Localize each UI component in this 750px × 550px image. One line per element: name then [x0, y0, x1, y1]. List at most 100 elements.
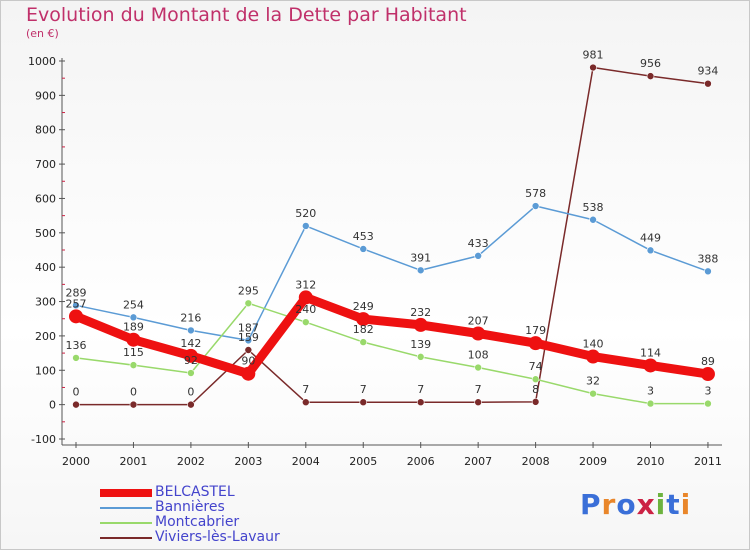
series-line — [75, 66, 709, 406]
legend-label: Montcabrier — [155, 514, 240, 530]
data-label: 3 — [704, 385, 711, 398]
data-label: 449 — [640, 231, 661, 244]
y-tick-label: 100 — [35, 364, 56, 377]
y-tick-label: 900 — [35, 89, 56, 102]
data-point — [359, 398, 368, 407]
data-label: 182 — [353, 323, 374, 336]
logo-letter: P — [580, 488, 602, 521]
x-tick-label: 2004 — [292, 455, 320, 468]
data-label: 956 — [640, 57, 661, 70]
x-tick-label: 2010 — [637, 455, 665, 468]
logo-letter: x — [636, 488, 656, 521]
x-tick-label: 2003 — [234, 455, 262, 468]
data-point — [187, 369, 195, 377]
y-tick-label: -100 — [31, 433, 56, 446]
logo-letter: o — [616, 488, 637, 521]
series-line — [75, 302, 709, 405]
legend-swatch — [100, 507, 152, 509]
data-point — [301, 398, 310, 407]
data-point — [528, 336, 543, 351]
data-point — [531, 375, 540, 384]
data-point — [589, 389, 597, 398]
data-label: 981 — [583, 49, 604, 62]
data-point — [474, 252, 482, 260]
data-label: 32 — [586, 375, 600, 388]
data-label: 289 — [66, 286, 87, 299]
legend-swatch — [100, 522, 152, 524]
data-label: 142 — [180, 337, 201, 350]
data-point — [183, 348, 198, 363]
data-label: 114 — [640, 346, 661, 359]
data-label: 453 — [353, 230, 374, 243]
y-tick-label: 500 — [35, 227, 56, 240]
chart-title: Evolution du Montant de la Dette par Hab… — [26, 4, 467, 26]
legend-label: Bannières — [155, 499, 225, 515]
data-point — [356, 312, 371, 327]
y-tick-label: 200 — [35, 330, 56, 343]
x-tick-label: 2000 — [62, 455, 90, 468]
data-point — [359, 338, 368, 346]
y-tick-label: 600 — [35, 192, 56, 205]
data-point — [474, 398, 482, 407]
data-point — [589, 63, 597, 72]
data-label: 7 — [417, 383, 424, 396]
data-point — [72, 400, 80, 409]
data-point — [471, 326, 486, 341]
data-point — [704, 399, 712, 408]
data-point — [416, 398, 425, 407]
y-tick-label: 1000 — [28, 55, 56, 68]
logo-letter: r — [601, 488, 617, 521]
data-label: 90 — [241, 355, 255, 368]
data-label: 139 — [410, 338, 431, 351]
data-label: 295 — [238, 284, 259, 297]
data-point — [531, 398, 540, 406]
legend-swatch — [100, 489, 152, 497]
data-point — [241, 366, 256, 381]
data-label: 538 — [583, 201, 604, 214]
x-tick-label: 2006 — [407, 455, 435, 468]
legend-swatch — [100, 537, 152, 539]
data-point — [301, 222, 310, 230]
data-label: 520 — [295, 207, 316, 220]
data-label: 0 — [130, 386, 137, 399]
x-tick-label: 2009 — [579, 455, 607, 468]
data-label: 159 — [238, 331, 259, 344]
x-tick-label: 2008 — [522, 455, 550, 468]
x-tick-label: 2005 — [349, 455, 377, 468]
logo-letter: i — [655, 488, 667, 521]
data-label: 7 — [360, 383, 367, 396]
data-point — [244, 336, 253, 345]
data-label: 3 — [647, 385, 654, 398]
data-label: 140 — [583, 338, 604, 351]
data-point — [72, 301, 80, 310]
data-label: 216 — [180, 311, 201, 324]
data-label: 240 — [295, 303, 316, 316]
data-label: 207 — [468, 315, 489, 328]
data-point — [646, 72, 655, 80]
data-point — [704, 79, 712, 88]
data-point — [474, 363, 482, 372]
data-point — [589, 215, 597, 224]
data-point — [646, 399, 655, 408]
data-point — [129, 313, 138, 322]
data-point — [129, 400, 138, 409]
data-point — [416, 266, 425, 275]
series-line — [71, 292, 713, 379]
data-point — [643, 358, 658, 373]
x-tick-label: 2002 — [177, 455, 205, 468]
data-label: 179 — [525, 324, 546, 337]
data-point — [416, 353, 425, 361]
legend-label: BELCASTEL — [155, 484, 235, 500]
data-label: 312 — [295, 278, 316, 291]
x-tick-label: 2001 — [119, 455, 147, 468]
data-label: 187 — [238, 321, 259, 334]
y-tick-label: 400 — [35, 261, 56, 274]
data-point — [298, 290, 313, 305]
legend-label: Viviers-lès-Lavaur — [155, 529, 280, 545]
data-label: 232 — [410, 306, 431, 319]
logo-letter: i — [680, 488, 692, 521]
y-tick-label: 300 — [35, 296, 56, 309]
data-label: 189 — [123, 321, 144, 334]
data-point — [646, 246, 655, 255]
